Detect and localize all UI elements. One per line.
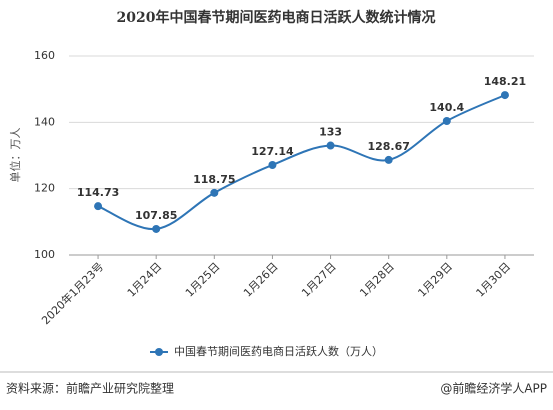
y-axis-label: 单位：万人 <box>8 128 22 183</box>
x-tick-label: 1月24日 <box>125 260 165 300</box>
source: 资料来源：前瞻产业研究院整理 <box>6 381 174 396</box>
y-tick-label: 160 <box>34 49 55 62</box>
point <box>94 202 103 211</box>
data-label: 127.14 <box>251 145 294 158</box>
point <box>442 117 451 126</box>
x-tick-label: 1月28日 <box>357 260 397 300</box>
credit: @前瞻经济学人APP <box>440 381 547 396</box>
point <box>268 160 277 169</box>
y-tick-label: 140 <box>34 115 55 128</box>
data-label: 107.85 <box>135 209 177 222</box>
data-label: 133 <box>319 126 342 139</box>
point <box>500 91 509 100</box>
chart-title: 2020年中国春节期间医药电商日活跃人数统计情况 <box>117 9 436 26</box>
data-label: 118.75 <box>193 173 235 186</box>
x-tick-label: 1月25日 <box>183 260 223 300</box>
data-label: 128.67 <box>367 140 409 153</box>
x-tick-label: 1月29日 <box>415 260 455 300</box>
y-tick-label: 100 <box>34 248 55 261</box>
point <box>152 224 161 233</box>
x-tick-label: 1月27日 <box>299 260 339 300</box>
point <box>384 155 393 164</box>
legend-label: 中国春节期间医药电商日活跃人数（万人） <box>174 344 383 358</box>
legend-marker <box>155 348 163 356</box>
y-tick-label: 120 <box>34 182 55 195</box>
data-label: 114.73 <box>77 186 119 199</box>
x-tick-label: 1月30日 <box>474 260 514 300</box>
x-tick-label: 2020年1月23号 <box>38 259 106 327</box>
point <box>210 188 219 197</box>
point <box>326 141 335 150</box>
data-label: 140.4 <box>429 101 464 114</box>
x-tick-label: 1月26日 <box>241 260 281 300</box>
data-label: 148.21 <box>484 75 526 88</box>
